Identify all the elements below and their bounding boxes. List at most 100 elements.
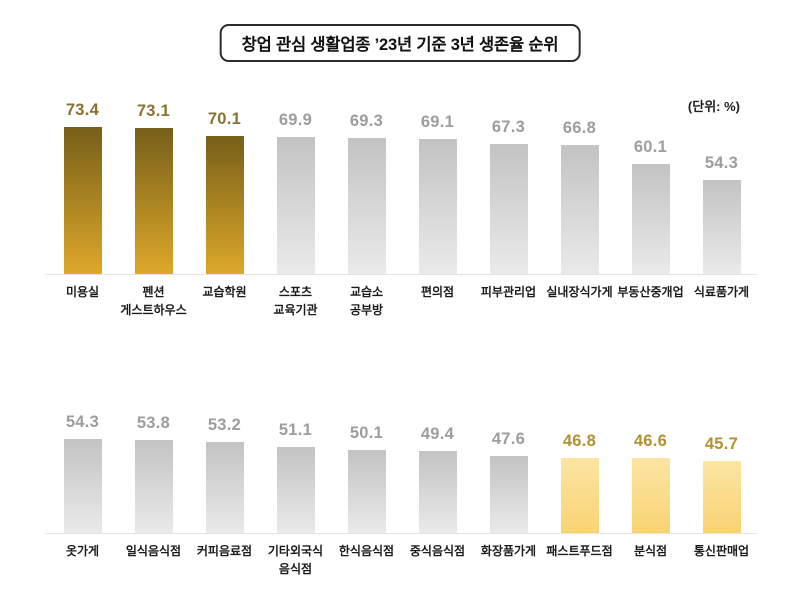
bar-category-label: 편의점 bbox=[420, 285, 455, 299]
bar bbox=[560, 458, 599, 533]
bar-stack: 47.6 bbox=[489, 408, 528, 533]
bar-stack: 54.3 bbox=[702, 97, 741, 274]
bar-value-label: 47.6 bbox=[491, 430, 526, 448]
bar-stack: 70.1 bbox=[205, 97, 244, 274]
bar-value-label: 46.6 bbox=[633, 432, 668, 450]
bar-column: 46.6 분식점 bbox=[615, 408, 686, 578]
bar-value-label: 54.3 bbox=[65, 413, 100, 431]
bar-category-label: 미용실 bbox=[65, 285, 100, 299]
bar-value-label: 53.2 bbox=[207, 416, 242, 434]
bottom-bar-row: 54.3 옷가게 53.8 일식음식점 53.2 커피음료점 51.1 기타외국식 음식점 50… bbox=[47, 408, 757, 578]
bar-value-label: 73.4 bbox=[65, 101, 100, 119]
bar-value-label: 69.9 bbox=[278, 111, 313, 129]
bar-column: 53.2 커피음료점 bbox=[189, 408, 260, 578]
bar-value-label: 51.1 bbox=[278, 421, 313, 439]
bar-column: 54.3 식료품가게 bbox=[686, 97, 757, 319]
bar bbox=[702, 180, 741, 274]
bar-column: 54.3 옷가게 bbox=[47, 408, 118, 578]
bar-stack: 45.7 bbox=[702, 408, 741, 533]
bar-value-label: 73.1 bbox=[136, 102, 171, 120]
bar-value-label: 50.1 bbox=[349, 424, 384, 442]
bar bbox=[347, 138, 386, 274]
bar-category-label: 피부관리업 bbox=[480, 285, 537, 299]
bar-value-label: 70.1 bbox=[207, 110, 242, 128]
chart-title: 창업 관심 생활업종 ’23년 기준 3년 생존율 순위 bbox=[241, 36, 559, 54]
bar-column: 49.4 중식음식점 bbox=[402, 408, 473, 578]
bar-stack: 67.3 bbox=[489, 97, 528, 274]
bar-column: 51.1 기타외국식 음식점 bbox=[260, 408, 331, 578]
bar-category-label: 교습소 공부방 bbox=[349, 285, 384, 317]
bar bbox=[418, 451, 457, 533]
bar-stack: 49.4 bbox=[418, 408, 457, 533]
bar-category-label: 옷가게 bbox=[65, 544, 100, 558]
bar-stack: 69.9 bbox=[276, 97, 315, 274]
bar-value-label: 66.8 bbox=[562, 119, 597, 137]
bar bbox=[63, 127, 102, 274]
bar-stack: 54.3 bbox=[63, 408, 102, 533]
bar-value-label: 45.7 bbox=[704, 435, 739, 453]
bar-stack: 73.1 bbox=[134, 97, 173, 274]
bar bbox=[134, 128, 173, 274]
bar-column: 73.4 미용실 bbox=[47, 97, 118, 319]
bar-column: 70.1 교습학원 bbox=[189, 97, 260, 319]
bar-column: 45.7 통신판매업 bbox=[686, 408, 757, 578]
bar-column: 66.8 실내장식가게 bbox=[544, 97, 615, 319]
bar-category-label: 화장품가게 bbox=[480, 544, 537, 558]
bar bbox=[205, 136, 244, 274]
bar-stack: 51.1 bbox=[276, 408, 315, 533]
bar-column: 69.1 편의점 bbox=[402, 97, 473, 319]
bar-category-label: 한식음식점 bbox=[338, 544, 395, 558]
bar-column: 47.6 화장품가게 bbox=[473, 408, 544, 578]
bar-column: 46.8 패스트푸드점 bbox=[544, 408, 615, 578]
bar-stack: 73.4 bbox=[63, 97, 102, 274]
bar-column: 69.9 스포츠 교육기관 bbox=[260, 97, 331, 319]
bar bbox=[276, 447, 315, 533]
bar bbox=[347, 450, 386, 533]
bar-value-label: 54.3 bbox=[704, 154, 739, 172]
bar-stack: 69.1 bbox=[418, 97, 457, 274]
bar-value-label: 69.3 bbox=[349, 112, 384, 130]
bar-column: 50.1 한식음식점 bbox=[331, 408, 402, 578]
top-bar-row: 73.4 미용실 73.1 펜션 게스트하우스 70.1 교습학원 69.9 스포츠 교육기관… bbox=[47, 97, 757, 319]
bar bbox=[418, 139, 457, 274]
bar-value-label: 67.3 bbox=[491, 118, 526, 136]
bar bbox=[276, 137, 315, 274]
bar bbox=[631, 164, 670, 274]
bar-category-label: 패스트푸드점 bbox=[546, 544, 613, 558]
bar-stack: 66.8 bbox=[560, 97, 599, 274]
bar-stack: 50.1 bbox=[347, 408, 386, 533]
bar-category-label: 일식음식점 bbox=[125, 544, 182, 558]
top-row-baseline bbox=[45, 274, 757, 275]
bar-stack: 53.8 bbox=[134, 408, 173, 533]
bar-category-label: 실내장식가게 bbox=[546, 285, 613, 299]
bar-column: 73.1 펜션 게스트하우스 bbox=[118, 97, 189, 319]
bar-stack: 53.2 bbox=[205, 408, 244, 533]
bar-column: 67.3 피부관리업 bbox=[473, 97, 544, 319]
bar-stack: 69.3 bbox=[347, 97, 386, 274]
bar-stack: 46.8 bbox=[560, 408, 599, 533]
bar-stack: 60.1 bbox=[631, 97, 670, 274]
bar-value-label: 49.4 bbox=[420, 425, 455, 443]
unit-label: (단위: %) bbox=[687, 99, 740, 114]
bar-category-label: 펜션 게스트하우스 bbox=[120, 285, 187, 317]
bar bbox=[134, 440, 173, 533]
bar-category-label: 기타외국식 음식점 bbox=[267, 544, 324, 576]
bar-value-label: 53.8 bbox=[136, 414, 171, 432]
bar-category-label: 통신판매업 bbox=[693, 544, 750, 558]
bar-category-label: 스포츠 교육기관 bbox=[273, 285, 318, 317]
bar-value-label: 46.8 bbox=[562, 432, 597, 450]
bar-stack: 46.6 bbox=[631, 408, 670, 533]
bar bbox=[560, 145, 599, 274]
bar-category-label: 식료품가게 bbox=[693, 285, 750, 299]
bar bbox=[489, 456, 528, 533]
bar-category-label: 부동산중개업 bbox=[617, 285, 684, 299]
bottom-row-baseline bbox=[45, 533, 757, 534]
bar-column: 69.3 교습소 공부방 bbox=[331, 97, 402, 319]
bar bbox=[63, 439, 102, 533]
bar bbox=[489, 144, 528, 274]
bar-category-label: 커피음료점 bbox=[196, 544, 253, 558]
chart-title-box: 창업 관심 생활업종 ’23년 기준 3년 생존율 순위 bbox=[219, 24, 581, 62]
bar-value-label: 60.1 bbox=[633, 138, 668, 156]
bar bbox=[702, 461, 741, 533]
